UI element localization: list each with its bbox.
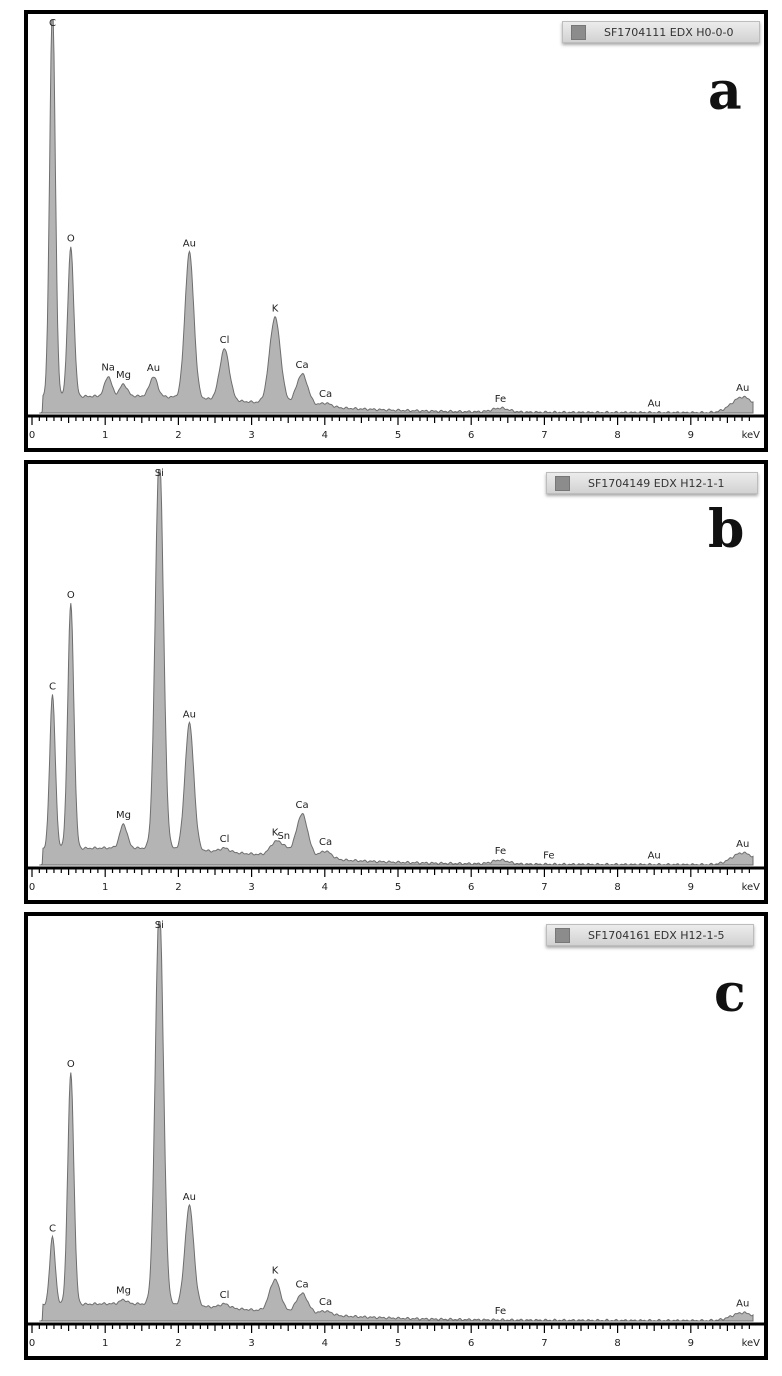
peak-label: O — [67, 590, 75, 601]
peak-label: Au — [183, 239, 196, 250]
x-tick-label: 2 — [175, 430, 181, 441]
peak-label: O — [67, 233, 75, 244]
peak-label: K — [272, 303, 279, 314]
x-tick-label: 5 — [395, 430, 401, 441]
x-tick-label: 7 — [541, 430, 547, 441]
x-axis-unit: keV — [742, 1338, 761, 1349]
x-tick-label: 0 — [29, 1338, 35, 1349]
peak-label: Au — [736, 1299, 749, 1310]
peak-label: Mg — [116, 370, 131, 381]
peak-label: Fe — [495, 1306, 506, 1317]
peak-label: Au — [736, 839, 749, 850]
x-tick-label: 3 — [248, 882, 254, 893]
x-tick-label: 0 — [29, 430, 35, 441]
legend-swatch-icon — [555, 475, 570, 491]
peak-label: Cl — [220, 834, 230, 845]
x-tick-label: 8 — [614, 1338, 620, 1349]
peak-label: Au — [147, 363, 160, 374]
peak-label: Mg — [116, 810, 131, 821]
peak-label: Cl — [220, 335, 230, 346]
peak-label: K — [272, 1266, 279, 1277]
x-tick-label: 6 — [468, 1338, 474, 1349]
spectrum-plot: C O Mg Si Au Cl K Sn Ca Ca Fe Fe Au Au 0 1 2 3 4 5 6 7 8 9 keV — [28, 468, 764, 893]
peak-label: Mg — [116, 1286, 131, 1297]
legend-swatch-icon — [555, 927, 570, 943]
peak-label: Ca — [296, 1280, 309, 1291]
peak-label: C — [49, 18, 56, 29]
peak-label: Fe — [495, 846, 506, 857]
panel-label: a — [708, 61, 742, 122]
x-tick-label: 6 — [468, 882, 474, 893]
x-tick-label: 1 — [102, 1338, 108, 1349]
spectrum-plot: C O Mg Si Au Cl K Ca Ca Fe Au 0 1 2 3 4 5 6 7 8 9 keV — [28, 920, 764, 1349]
x-tick-label: 6 — [468, 430, 474, 441]
x-tick-label: 8 — [614, 430, 620, 441]
peak-label: Ca — [319, 837, 332, 848]
peak-label: Cl — [220, 1290, 230, 1301]
peak-label: Ca — [319, 1297, 332, 1308]
legend-label: SF1704111 EDX H0-0-0 — [604, 25, 734, 39]
peak-label: Fe — [495, 394, 506, 405]
peak-label: Si — [155, 920, 164, 931]
x-tick-label: 5 — [395, 1338, 401, 1349]
peak-label: Ca — [296, 360, 309, 371]
spectrum-area — [39, 921, 754, 1322]
x-tick-label: 9 — [688, 1338, 694, 1349]
x-tick-label: 4 — [322, 882, 328, 893]
legend-swatch-icon — [571, 24, 586, 40]
x-axis-unit: keV — [742, 430, 761, 441]
x-tick-label: 2 — [175, 1338, 181, 1349]
legend: SF1704161 EDX H12-1-5 — [546, 924, 754, 946]
panel-label: c — [714, 963, 746, 1024]
peak-label: Au — [648, 851, 661, 862]
peak-label: Au — [183, 1192, 196, 1203]
x-tick-label: 3 — [248, 1338, 254, 1349]
legend: SF1704111 EDX H0-0-0 — [562, 21, 760, 43]
peak-label: C — [49, 1223, 56, 1234]
peak-label: Ca — [319, 389, 332, 400]
legend: SF1704149 EDX H12-1-1 — [546, 472, 758, 494]
x-tick-label: 4 — [322, 1338, 328, 1349]
x-tick-label: 4 — [322, 430, 328, 441]
x-tick-label: 9 — [688, 430, 694, 441]
x-tick-label: 3 — [248, 430, 254, 441]
panel-label: b — [708, 499, 745, 560]
spectrum-panel-a: C O Na Mg Au Au Cl K Ca Ca Fe Au Au 0 1 2 3 4 5 6 7 8 9 keV SF1… — [24, 10, 768, 452]
peak-label: Sn — [277, 831, 290, 842]
x-tick-label: 9 — [688, 882, 694, 893]
x-tick-label: 7 — [541, 1338, 547, 1349]
peak-label: K — [272, 828, 279, 839]
legend-label: SF1704161 EDX H12-1-5 — [588, 928, 725, 942]
spectrum-panel-c: C O Mg Si Au Cl K Ca Ca Fe Au 0 1 2 3 4 5 6 7 8 9 keV SF17041… — [24, 912, 768, 1360]
peak-label: Au — [183, 709, 196, 720]
spectrum-area — [39, 469, 754, 866]
x-tick-label: 5 — [395, 882, 401, 893]
legend-label: SF1704149 EDX H12-1-1 — [588, 476, 725, 490]
spectrum-panel-b: C O Mg Si Au Cl K Sn Ca Ca Fe Fe Au Au 0 1 2 3 4 5 6 7 8 9 keV S… — [24, 460, 768, 904]
x-tick-label: 8 — [614, 882, 620, 893]
peak-label: Au — [648, 399, 661, 410]
peak-label: Fe — [543, 850, 554, 861]
x-tick-label: 2 — [175, 882, 181, 893]
x-tick-label: 1 — [102, 430, 108, 441]
peak-label: Si — [155, 468, 164, 479]
x-axis-unit: keV — [742, 882, 761, 893]
peak-label: O — [67, 1059, 75, 1070]
peak-label: Ca — [296, 800, 309, 811]
peak-label: Au — [736, 383, 749, 394]
peak-label: Na — [101, 362, 115, 373]
x-tick-label: 7 — [541, 882, 547, 893]
x-tick-label: 1 — [102, 882, 108, 893]
spectrum-area — [39, 19, 754, 414]
x-tick-label: 0 — [29, 882, 35, 893]
peak-label: C — [49, 681, 56, 692]
